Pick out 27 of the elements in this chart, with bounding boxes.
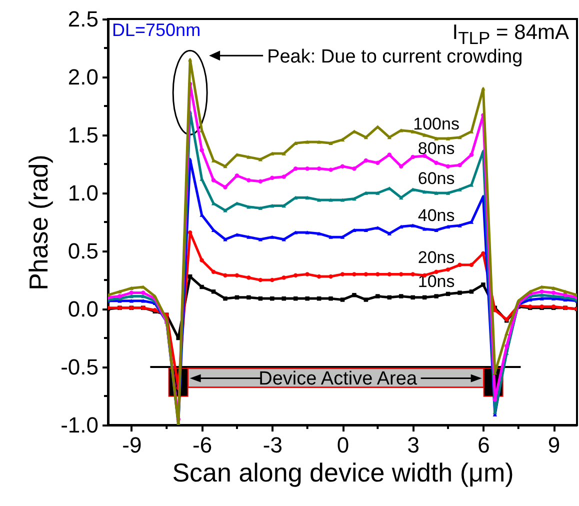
x-tick-label: -3 — [262, 432, 282, 458]
x-tick-label: 9 — [548, 432, 560, 458]
series-label: 60ns — [418, 169, 455, 188]
series-label: 80ns — [418, 138, 455, 158]
y-tick-label: -1.0 — [60, 412, 98, 438]
x-tick-label: 3 — [407, 432, 420, 458]
annotation: Peak: Due to current crowding — [267, 46, 523, 68]
y-tick-label: 1.0 — [68, 180, 98, 206]
y-tick-label: 0.0 — [68, 296, 98, 322]
y-tick-label: 2.5 — [68, 6, 98, 32]
series-label: 10ns — [418, 272, 455, 292]
annotation: DL=750nm — [112, 20, 201, 41]
series-label: 40ns — [418, 206, 455, 226]
x-tick-label: -6 — [192, 432, 212, 458]
y-tick-label: 2.0 — [68, 64, 98, 90]
annotation: I$_{TLP}$ = 84mA — [452, 21, 569, 48]
y-axis-title: Phase (rad) — [24, 154, 54, 290]
series-label: 100ns — [413, 114, 460, 134]
annotation: Device Active Area — [258, 368, 418, 390]
series-label: 20ns — [418, 248, 455, 267]
y-tick-label: 1.5 — [68, 122, 98, 148]
y-tick-label: 0.5 — [68, 238, 98, 264]
x-tick-label: 0 — [336, 432, 350, 458]
y-tick-label: -0.5 — [60, 354, 98, 380]
x-tick-label: -9 — [122, 432, 142, 458]
x-axis-title: Scan along device width (μm) — [172, 458, 514, 488]
x-tick-label: 6 — [478, 432, 490, 458]
